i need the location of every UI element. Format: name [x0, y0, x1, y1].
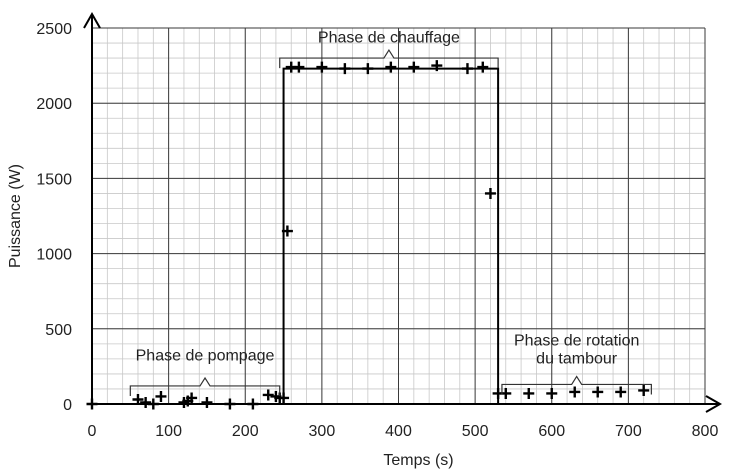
x-tick-label: 700	[615, 423, 642, 440]
data-point	[638, 384, 650, 396]
data-point	[385, 61, 397, 73]
data-point	[262, 389, 274, 401]
x-tick-label: 800	[692, 423, 719, 440]
data-point	[147, 398, 159, 410]
y-axis-title: Puissance (W)	[7, 164, 24, 268]
data-point	[362, 63, 374, 75]
x-axis-arrow	[705, 395, 723, 413]
annotation-label: Phase de rotation	[514, 332, 639, 349]
data-point	[140, 396, 152, 408]
x-tick-label: 100	[155, 423, 182, 440]
data-points	[86, 60, 650, 410]
data-point	[201, 396, 213, 408]
data-point	[461, 63, 473, 75]
y-tick-label: 0	[63, 397, 72, 414]
data-point	[293, 61, 305, 73]
data-point	[477, 61, 489, 73]
x-tick-label: 600	[538, 423, 565, 440]
x-axis-title: Temps (s)	[383, 452, 453, 469]
data-point	[523, 387, 535, 399]
data-point	[569, 386, 581, 398]
annotation-bracket	[129, 376, 281, 396]
data-point	[408, 61, 420, 73]
data-point	[247, 398, 259, 410]
data-point	[484, 187, 496, 199]
y-tick-label: 1500	[36, 171, 72, 188]
y-tick-label: 2000	[36, 96, 72, 113]
data-point	[615, 386, 627, 398]
annotation-label: Phase de pompage	[136, 347, 275, 364]
x-tick-label: 400	[385, 423, 412, 440]
x-tick-label: 300	[309, 423, 336, 440]
x-tick-label: 0	[88, 423, 97, 440]
data-point	[186, 392, 198, 404]
data-point	[546, 387, 558, 399]
data-point	[155, 390, 167, 402]
data-point	[224, 398, 236, 410]
y-tick-label: 1000	[36, 247, 72, 264]
x-tick-label: 500	[462, 423, 489, 440]
annotation-label: Phase de chauffage	[318, 29, 460, 46]
annotations: Phase de pompage Phase de chauffage Phase …	[129, 29, 652, 396]
y-tick-label: 2500	[36, 21, 72, 38]
y-axis-arrow	[83, 11, 101, 29]
data-point	[278, 392, 290, 404]
data-point	[281, 225, 293, 237]
annotation-bracket	[279, 48, 499, 69]
annotation-label: du tambour	[536, 350, 618, 367]
data-point	[86, 398, 98, 410]
data-point	[316, 61, 328, 73]
annotation-bracket	[501, 375, 652, 395]
data-point	[592, 386, 604, 398]
data-point	[431, 60, 443, 72]
y-tick-label: 500	[45, 322, 72, 339]
data-point	[132, 393, 144, 405]
data-point	[339, 63, 351, 75]
x-tick-label: 200	[232, 423, 259, 440]
tick-labels: 0 100 200 300 400 500 600 700 800 0 500 1000 1500 200…	[36, 21, 718, 440]
